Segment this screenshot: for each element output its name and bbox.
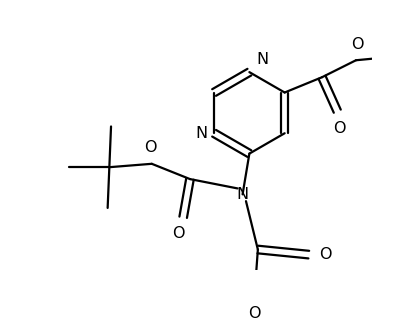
Text: O: O	[332, 121, 344, 136]
Text: O: O	[144, 140, 156, 155]
Text: N: N	[236, 187, 248, 202]
Text: N: N	[195, 126, 207, 141]
Text: O: O	[247, 306, 260, 318]
Text: O: O	[171, 226, 184, 241]
Text: O: O	[350, 37, 363, 52]
Text: N: N	[255, 52, 267, 67]
Text: O: O	[318, 247, 331, 262]
